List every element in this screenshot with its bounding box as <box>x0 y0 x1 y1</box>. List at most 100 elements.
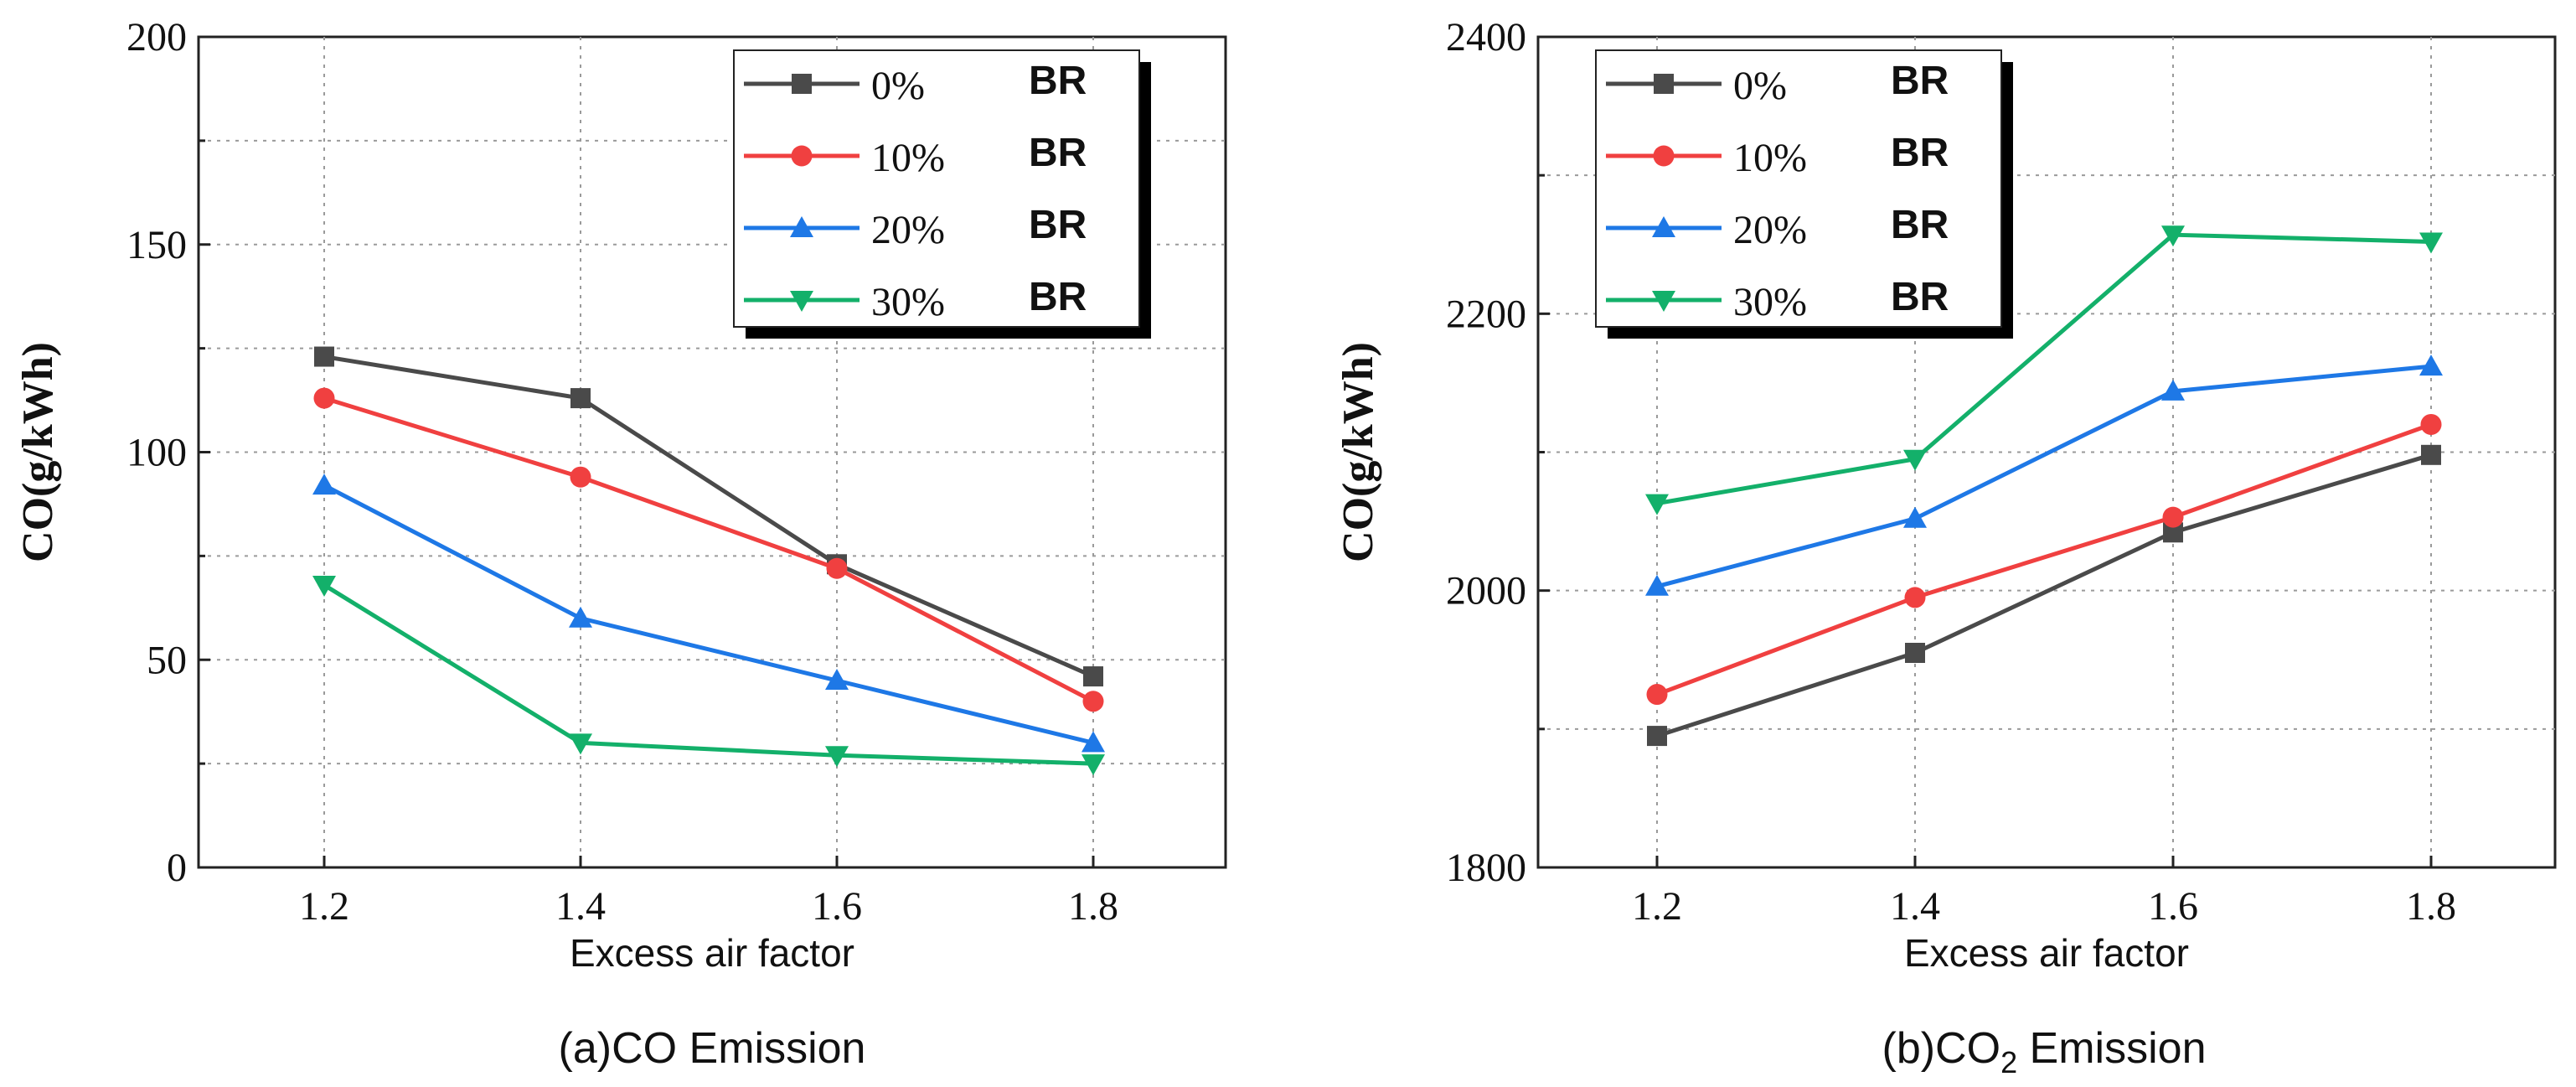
series-1 <box>1646 413 2442 706</box>
y-tick-label: 0 <box>167 846 187 890</box>
legend-item: 20% BR <box>1606 203 1949 252</box>
y-tick-label: 100 <box>126 431 187 475</box>
y-tick-label: 200 <box>126 15 187 60</box>
data-point <box>1645 494 1669 515</box>
data-point <box>1082 731 1105 753</box>
y-axis-title: CO(g/kWh) <box>14 342 62 562</box>
data-point <box>314 346 334 367</box>
x-tick-label: 1.6 <box>812 884 862 929</box>
x-axis-title: Excess air factor <box>1904 931 2189 975</box>
data-point <box>313 387 335 409</box>
series-2 <box>312 474 1105 753</box>
legend-marker <box>790 216 813 237</box>
y-tick-label: 2400 <box>1446 15 1526 60</box>
data-point <box>569 733 592 755</box>
legend-suffix: BR <box>1891 131 1949 175</box>
legend-marker <box>791 145 813 167</box>
legend-suffix: BR <box>1891 59 1949 103</box>
data-point <box>1905 642 1925 663</box>
legend-label: 0% <box>871 64 925 108</box>
y-axis-title: CO(g/kWh) <box>1334 342 1382 562</box>
data-point <box>1903 506 1927 528</box>
legend-label: 20% <box>871 208 945 252</box>
x-tick-label: 1.2 <box>299 884 349 929</box>
legend-box <box>1595 49 2002 328</box>
series-1 <box>313 387 1104 712</box>
x-tick-label: 1.8 <box>1068 884 1118 929</box>
data-point <box>2161 379 2185 401</box>
y-tick-label: 150 <box>126 223 187 267</box>
series-line <box>323 396 1095 704</box>
data-point <box>1082 691 1104 712</box>
legend-suffix: BR <box>1891 203 1949 247</box>
x-tick-label: 1.4 <box>1890 884 1940 929</box>
y-tick-label: 50 <box>147 638 187 682</box>
data-point <box>2162 506 2184 528</box>
data-point <box>1904 587 1926 608</box>
legend-item: 10% BR <box>1606 131 1949 180</box>
series-3 <box>1645 225 2443 515</box>
series-line <box>323 582 1094 766</box>
data-point <box>570 466 591 488</box>
data-point <box>312 474 336 495</box>
legend-marker <box>1654 74 1674 94</box>
data-point <box>2419 355 2443 376</box>
data-point <box>1082 754 1105 776</box>
legend-item: 20% BR <box>744 203 1087 252</box>
panel-co-emission: 0 50 100 150 200 1.2 1.4 1.6 1.8 Excess air facto… <box>14 15 1227 1073</box>
series-0 <box>1647 444 2441 747</box>
panel-caption: (b)CO2 Emission <box>1882 1024 2207 1079</box>
y-tick-label: 2000 <box>1446 569 1526 613</box>
legend-label: 30% <box>1733 280 1807 324</box>
legend-marker <box>1653 145 1675 167</box>
legend: 0% BR 10% BR 20% BR 30% BR <box>733 49 1151 339</box>
data-point <box>826 557 848 579</box>
data-point <box>1646 684 1668 706</box>
legend-marker <box>792 74 812 94</box>
series-0 <box>314 346 1103 687</box>
data-point <box>569 606 592 628</box>
data-point <box>2161 225 2185 247</box>
legend-suffix: BR <box>1029 131 1087 175</box>
y-tick-label: 1800 <box>1446 846 1526 890</box>
x-tick-label: 1.2 <box>1632 884 1682 929</box>
x-axis-title: Excess air factor <box>570 931 854 975</box>
data-point <box>570 388 591 409</box>
series-line <box>1656 364 2432 589</box>
legend-label: 30% <box>871 280 945 324</box>
y-tick-label: 2200 <box>1446 292 1526 336</box>
legend-item: 30% BR <box>1606 275 1949 324</box>
legend: 0% BR 10% BR 20% BR 30% BR <box>1595 49 2013 339</box>
data-point <box>2419 232 2443 254</box>
data-point <box>825 746 849 768</box>
x-tick-label: 1.6 <box>2148 884 2198 929</box>
series-line <box>1656 422 2432 696</box>
data-point <box>1903 449 1927 471</box>
series-3 <box>312 576 1105 776</box>
x-tick-label: 1.4 <box>555 884 606 929</box>
legend-item: 10% BR <box>744 131 1087 180</box>
data-point <box>2421 444 2441 465</box>
legend-suffix: BR <box>1891 275 1949 319</box>
legend-box <box>733 49 1140 328</box>
series-2 <box>1645 355 2443 596</box>
legend-suffix: BR <box>1029 275 1087 319</box>
legend-label: 10% <box>871 136 945 180</box>
legend-label: 10% <box>1733 136 1807 180</box>
legend-suffix: BR <box>1029 59 1087 103</box>
legend-label: 20% <box>1733 208 1807 252</box>
legend-marker <box>790 291 813 312</box>
legend-marker <box>1652 216 1675 237</box>
x-tick-label: 1.8 <box>2406 884 2456 929</box>
legend-suffix: BR <box>1029 203 1087 247</box>
legend-item: 30% BR <box>744 275 1087 324</box>
panel-caption: (a)CO Emission <box>559 1024 866 1073</box>
legend-label: 0% <box>1733 64 1787 108</box>
data-point <box>2420 413 2442 435</box>
legend-item: 0% BR <box>744 59 1087 108</box>
data-point <box>1083 666 1103 687</box>
series-line <box>1656 232 2432 506</box>
data-point <box>825 669 849 691</box>
legend-marker <box>1652 291 1675 312</box>
